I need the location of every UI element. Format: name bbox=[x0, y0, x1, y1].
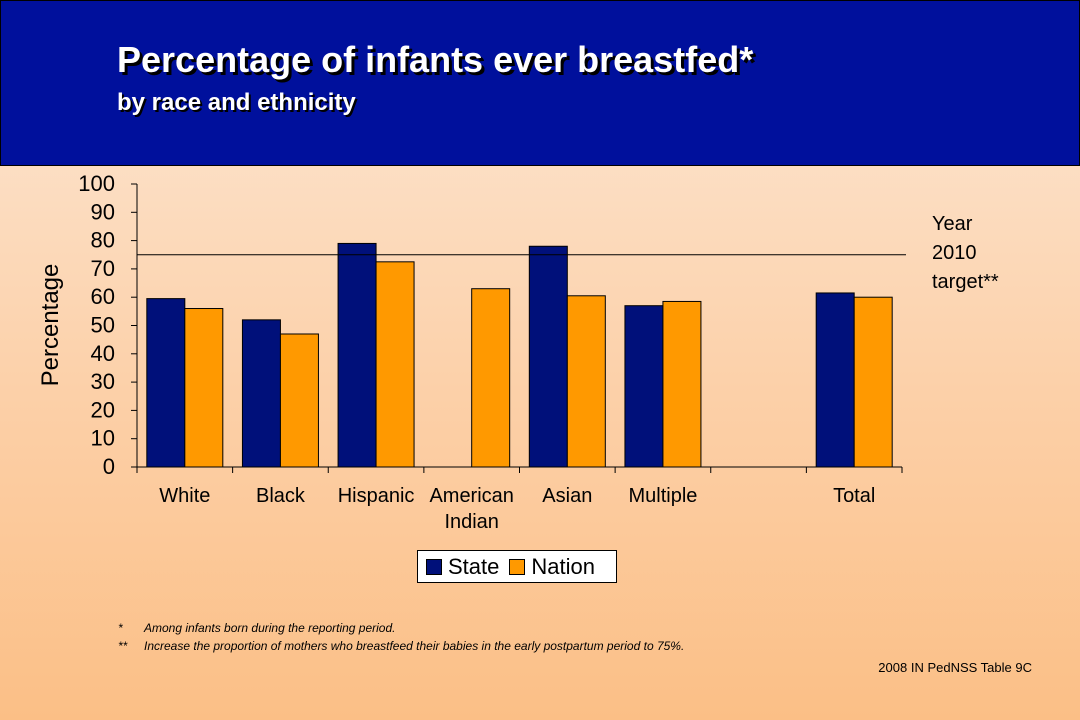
footnote-mark: ** bbox=[118, 639, 128, 653]
bar-state bbox=[146, 298, 186, 468]
footnote-text: Among infants born during the reporting … bbox=[144, 621, 396, 635]
bar-nation bbox=[279, 333, 319, 468]
bar-nation bbox=[184, 308, 224, 468]
footnote-text: Increase the proportion of mothers who b… bbox=[144, 639, 685, 653]
y-tick-label: 100 bbox=[78, 171, 115, 196]
y-tick-label: 70 bbox=[91, 256, 115, 281]
target-label-line: 2010 bbox=[932, 242, 977, 264]
y-tick-label: 20 bbox=[91, 397, 115, 422]
bar-state bbox=[624, 305, 664, 468]
footnotes: * Among infants born during the reportin… bbox=[118, 619, 684, 655]
bar-state bbox=[337, 242, 377, 468]
legend-swatch-state bbox=[426, 558, 442, 575]
target-label: Year 2010 target** bbox=[932, 210, 999, 297]
x-tick-label: Indian bbox=[444, 511, 499, 533]
bar-state bbox=[241, 319, 281, 468]
y-tick-label: 60 bbox=[91, 284, 115, 309]
source-note: 2008 IN PedNSS Table 9C bbox=[878, 660, 1032, 675]
chart-title: Percentage of infants ever breastfed* bbox=[117, 39, 754, 80]
header-banner: Percentage of infants ever breastfed* by… bbox=[0, 0, 1080, 166]
x-tick-label: White bbox=[159, 485, 210, 507]
chart-subtitle: by race and ethnicity bbox=[117, 89, 356, 116]
legend-label-nation: Nation bbox=[531, 553, 595, 579]
bar-nation bbox=[566, 295, 606, 468]
bar-nation bbox=[662, 300, 702, 468]
bar-nation bbox=[375, 261, 415, 468]
legend-label-state: State bbox=[448, 553, 500, 579]
y-axis-label: Percentage bbox=[37, 264, 64, 387]
y-tick-label: 10 bbox=[91, 426, 115, 451]
bar-state bbox=[815, 292, 855, 468]
footnote-mark: * bbox=[118, 621, 123, 635]
x-tick-label: Total bbox=[833, 485, 875, 507]
footnote: * Among infants born during the reportin… bbox=[118, 619, 684, 637]
x-tick-label: Black bbox=[256, 485, 306, 507]
y-tick-label: 50 bbox=[91, 313, 115, 338]
target-label-line: target** bbox=[932, 271, 999, 293]
x-tick-label: American bbox=[429, 485, 513, 507]
bar-nation bbox=[471, 288, 511, 468]
y-tick-label: 40 bbox=[91, 341, 115, 366]
x-tick-label: Hispanic bbox=[338, 485, 415, 507]
footnote: ** Increase the proportion of mothers wh… bbox=[118, 637, 684, 655]
y-tick-label: 0 bbox=[103, 454, 115, 479]
x-tick-label: Multiple bbox=[628, 485, 697, 507]
bar-state bbox=[528, 245, 568, 468]
y-tick-label: 30 bbox=[91, 369, 115, 394]
legend: State Nation bbox=[417, 550, 617, 583]
y-tick-label: 90 bbox=[91, 199, 115, 224]
target-label-line: Year bbox=[932, 213, 973, 235]
legend-swatch-nation bbox=[509, 558, 526, 575]
x-tick-label: Asian bbox=[542, 485, 592, 507]
bar-nation bbox=[853, 296, 893, 468]
y-tick-label: 80 bbox=[91, 228, 115, 253]
